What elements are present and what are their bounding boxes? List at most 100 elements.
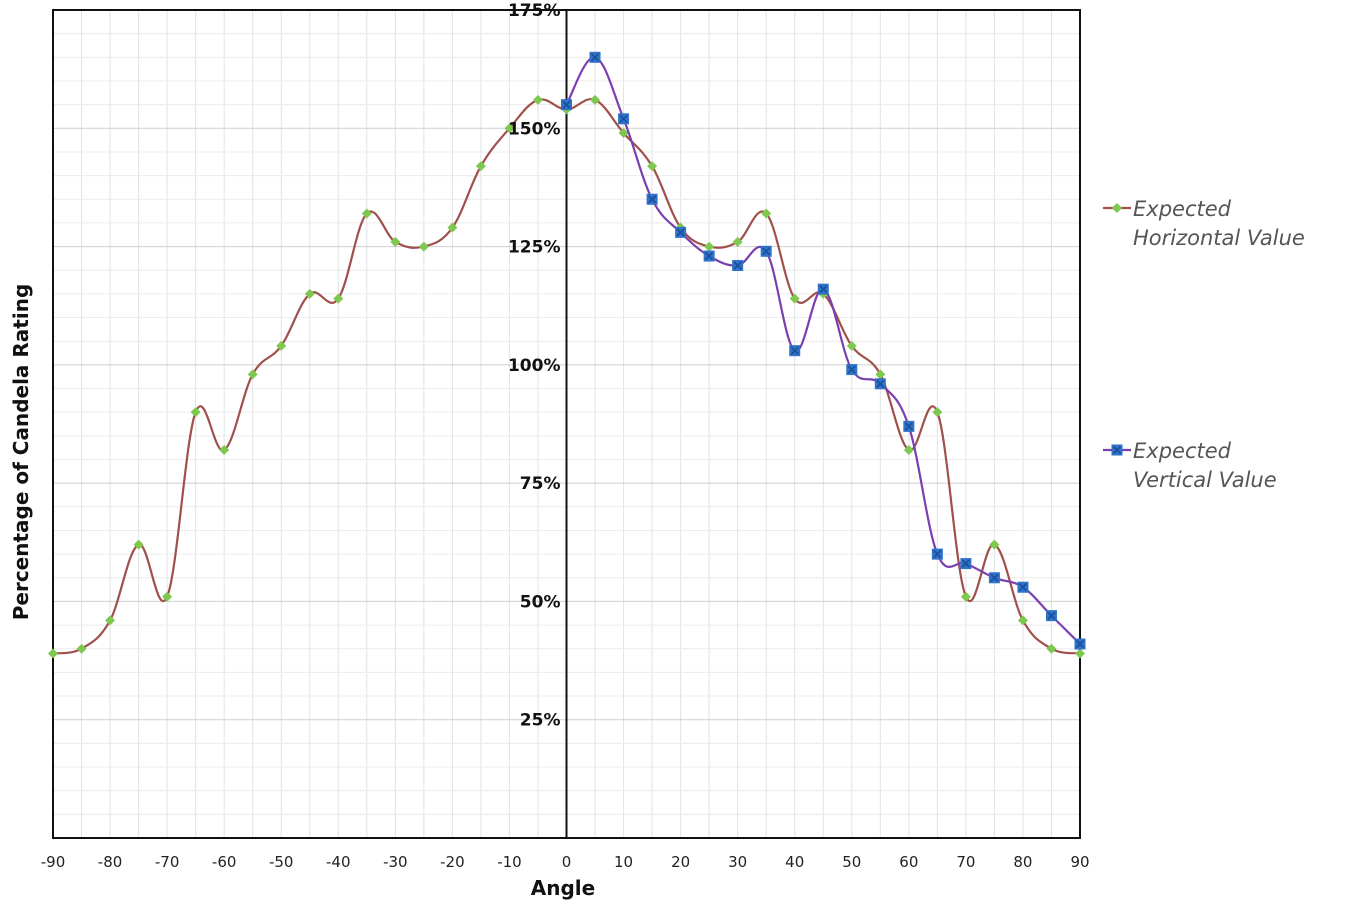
series-vertical bbox=[561, 51, 1086, 650]
marker-cross bbox=[562, 100, 571, 109]
data-point bbox=[732, 259, 744, 271]
marker-cross bbox=[1018, 583, 1028, 592]
data-point bbox=[1046, 643, 1057, 654]
data-point bbox=[247, 369, 258, 380]
y-tick-label: 125% bbox=[508, 238, 561, 258]
tick-labels: 25% 50% 75% 100% 125% 150% 175% -90 -80 -70 -60 -50… bbox=[41, 1, 1090, 871]
legend-swatch-marker bbox=[1111, 444, 1123, 456]
x-tick-label: -70 bbox=[155, 853, 180, 871]
data-point bbox=[276, 340, 287, 351]
x-tick-label: -10 bbox=[497, 853, 522, 871]
data-point bbox=[447, 222, 458, 233]
x-tick-label: 0 bbox=[562, 853, 572, 871]
data-point bbox=[931, 548, 943, 560]
marker-cross bbox=[648, 195, 657, 204]
data-point bbox=[1017, 615, 1028, 626]
data-point bbox=[561, 99, 572, 111]
y-tick-label: 175% bbox=[508, 1, 561, 21]
legend-item-vertical: Expected Vertical Value bbox=[1103, 439, 1277, 492]
data-point bbox=[418, 241, 429, 252]
y-axis-title: Percentage of Candela Rating bbox=[9, 284, 33, 621]
marker-cross bbox=[933, 550, 942, 559]
legend-label: Horizontal Value bbox=[1133, 226, 1305, 250]
data-point bbox=[618, 128, 629, 139]
x-tick-label: 30 bbox=[728, 853, 747, 871]
data-point bbox=[789, 293, 800, 304]
data-point bbox=[647, 161, 658, 172]
data-point bbox=[76, 643, 87, 654]
marker-cross bbox=[961, 559, 970, 568]
data-point bbox=[760, 245, 772, 257]
legend-label: Expected bbox=[1133, 439, 1232, 463]
data-point bbox=[532, 94, 543, 105]
data-point bbox=[704, 241, 715, 252]
series-layer bbox=[48, 51, 1086, 659]
x-tick-label: -40 bbox=[326, 853, 351, 871]
x-tick-label: -60 bbox=[212, 853, 237, 871]
data-point bbox=[989, 539, 1000, 550]
marker-cross bbox=[990, 573, 999, 582]
x-tick-label: 20 bbox=[671, 853, 690, 871]
data-point bbox=[761, 208, 772, 219]
data-point bbox=[675, 226, 687, 238]
data-point bbox=[732, 236, 743, 247]
data-point bbox=[960, 591, 971, 602]
legend-label: Vertical Value bbox=[1133, 468, 1277, 492]
marker-cross bbox=[819, 285, 828, 294]
y-tick-label: 150% bbox=[508, 119, 561, 139]
data-point bbox=[361, 208, 372, 219]
data-point bbox=[932, 407, 943, 418]
y-tick-label: 75% bbox=[520, 474, 561, 494]
data-point bbox=[590, 94, 601, 105]
data-point bbox=[903, 420, 915, 432]
marker-cross bbox=[790, 346, 799, 355]
data-point bbox=[190, 407, 201, 418]
data-point bbox=[817, 283, 829, 295]
legend-item-horizontal: Expected Horizontal Value bbox=[1103, 197, 1305, 250]
x-tick-label: 90 bbox=[1070, 853, 1089, 871]
x-tick-label: 80 bbox=[1013, 853, 1032, 871]
data-point bbox=[219, 445, 230, 456]
marker-cross bbox=[904, 422, 913, 431]
data-point bbox=[390, 236, 401, 247]
x-tick-label: 70 bbox=[956, 853, 975, 871]
data-point bbox=[589, 51, 601, 63]
data-point bbox=[162, 591, 173, 602]
y-tick-label: 25% bbox=[520, 711, 561, 731]
x-tick-label: 50 bbox=[842, 853, 861, 871]
grid bbox=[52, 10, 1081, 838]
marker-cross bbox=[1112, 445, 1122, 455]
x-tick-label: -80 bbox=[98, 853, 123, 871]
data-point bbox=[646, 193, 658, 205]
x-tick-label: -90 bbox=[41, 853, 66, 871]
marker-cross bbox=[762, 247, 771, 256]
data-point bbox=[133, 539, 144, 550]
marker-cross bbox=[847, 365, 856, 374]
marker-cross bbox=[876, 379, 885, 388]
x-tick-label: -50 bbox=[269, 853, 294, 871]
marker-cross bbox=[676, 228, 685, 237]
data-point bbox=[105, 615, 116, 626]
x-tick-label: 40 bbox=[785, 853, 804, 871]
data-point bbox=[903, 445, 914, 456]
data-point bbox=[846, 340, 857, 351]
legend-swatch-marker bbox=[1112, 203, 1122, 213]
y-tick-label: 50% bbox=[520, 592, 561, 612]
x-tick-label: -20 bbox=[440, 853, 465, 871]
data-point bbox=[504, 123, 515, 134]
data-point bbox=[960, 558, 972, 570]
axes bbox=[52, 9, 1081, 839]
data-point bbox=[333, 293, 344, 304]
data-point bbox=[304, 288, 315, 299]
data-point bbox=[1074, 638, 1086, 650]
data-point bbox=[1045, 610, 1057, 622]
data-point bbox=[875, 369, 886, 380]
data-point bbox=[703, 250, 715, 262]
data-point bbox=[618, 113, 630, 125]
data-point bbox=[789, 345, 801, 357]
x-tick-label: -30 bbox=[383, 853, 408, 871]
data-point bbox=[1017, 581, 1029, 593]
x-tick-label: 10 bbox=[614, 853, 633, 871]
